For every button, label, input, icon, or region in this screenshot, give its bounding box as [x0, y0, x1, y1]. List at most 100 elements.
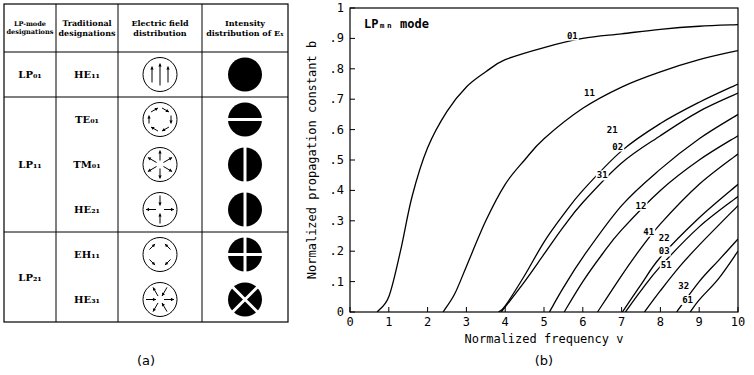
column-head-line: distribution of Eₓ — [206, 28, 284, 38]
intensity-pattern — [228, 148, 262, 182]
intensity-gap — [227, 118, 263, 121]
field-arrow — [149, 259, 155, 265]
fiber-core — [143, 58, 177, 92]
y-tick — [350, 190, 355, 191]
field-arrow — [151, 108, 158, 112]
x-tick — [738, 307, 739, 312]
panel-a: LP-modedesignationsTraditionaldesignatio… — [4, 4, 288, 368]
curve-label: 61 — [682, 295, 693, 305]
y-tick — [350, 251, 355, 252]
intensity-pattern — [228, 58, 262, 92]
plot-frame — [350, 8, 738, 312]
x-tick-label: 9 — [696, 315, 703, 329]
label-patch — [681, 295, 694, 305]
mode-curve — [622, 184, 738, 312]
lp-mode-label: LP₀₁ — [18, 69, 41, 80]
x-tick-label: 8 — [657, 315, 664, 329]
traditional-mode-label: HE₃₁ — [74, 294, 100, 305]
x-tick-label: 1 — [385, 315, 392, 329]
intensity-pattern — [228, 283, 262, 317]
fiber-core — [143, 238, 177, 272]
fiber-core — [143, 103, 177, 137]
field-arrow — [165, 244, 171, 250]
field-arrow — [163, 167, 172, 172]
arrow-head — [151, 127, 154, 130]
mode-curve — [443, 51, 738, 312]
arrow-head — [158, 64, 161, 67]
arrow-head — [169, 169, 172, 172]
x-tick — [699, 307, 700, 312]
field-arrow — [148, 158, 157, 163]
intensity-gap — [232, 287, 258, 313]
label-patch — [635, 201, 648, 211]
field-distribution — [143, 238, 177, 272]
lp-mode-label: LP₁₁ — [18, 159, 41, 170]
arrow-head — [148, 158, 151, 161]
column-head-line: Traditional — [62, 19, 111, 28]
x-tick-label: 2 — [424, 315, 431, 329]
group-rule — [4, 97, 288, 98]
x-tick — [621, 307, 622, 312]
field-arrow — [160, 64, 161, 86]
y-tick-label: .3 — [330, 214, 344, 228]
intensity-gap — [232, 287, 258, 313]
arrow-head — [158, 175, 161, 178]
field-arrow — [162, 127, 169, 131]
fiber-core — [143, 283, 177, 317]
y-tick-label: .1 — [330, 275, 344, 289]
x-axis-title: Normalized frequency v — [465, 332, 624, 346]
field-arrow — [165, 259, 171, 265]
label-patch — [658, 233, 671, 243]
curve-label: 02 — [612, 142, 623, 152]
y-tick-label: .2 — [330, 244, 344, 258]
arrow-head — [150, 67, 153, 70]
column-head-line: designations — [7, 28, 54, 36]
column-head-line: distribution — [133, 28, 187, 38]
arrow-head — [171, 298, 174, 301]
curves — [377, 25, 738, 312]
y-tick-label: 1 — [337, 1, 344, 15]
y-tick — [350, 281, 355, 282]
arrow-head — [158, 214, 161, 217]
x-tick — [388, 307, 389, 312]
y-tick-label: .7 — [330, 92, 344, 106]
arrow-head — [153, 298, 156, 301]
intensity-distribution — [228, 192, 262, 228]
traditional-mode-label: EH₁₁ — [74, 249, 100, 260]
figure: LP-modedesignationsTraditionaldesignatio… — [0, 0, 754, 375]
y-tick-label: .6 — [330, 123, 344, 137]
curve-label: 01 — [567, 31, 578, 41]
y-tick-label: .4 — [330, 183, 344, 197]
arrow-head — [152, 262, 155, 265]
field-arrow — [153, 287, 158, 296]
column-head-line: designations — [59, 29, 116, 38]
arrow-head — [162, 293, 165, 296]
arrow-head — [148, 169, 151, 172]
column-head: LP-modedesignations — [7, 20, 54, 36]
intensity-pattern — [228, 103, 262, 137]
intensity-gap — [244, 192, 247, 228]
arrow-head — [154, 108, 157, 111]
field-arrow — [163, 158, 172, 163]
curve-label: 51 — [661, 260, 672, 270]
arrow-head — [152, 244, 155, 247]
mode-curve — [598, 154, 738, 312]
intensity-pattern — [228, 238, 262, 272]
y-tick-label: .9 — [330, 31, 344, 45]
mode-curve — [499, 84, 738, 312]
mode-curve — [564, 136, 738, 312]
x-tick — [466, 307, 467, 312]
arrow-head — [171, 208, 174, 211]
panel-b: 0123456789100.1.2.3.4.5.6.7.8.91Normaliz… — [305, 1, 745, 368]
table-frame — [4, 4, 288, 322]
x-tick — [544, 307, 545, 312]
field-arrow — [148, 167, 157, 172]
y-axis-title: Normalized propagation constant b — [305, 41, 319, 279]
y-tick-label: 0 — [337, 305, 344, 319]
arrow-head — [158, 151, 161, 154]
curve-label: 32 — [678, 281, 689, 291]
arrow-head — [158, 202, 161, 205]
arrow-head — [146, 208, 149, 211]
fiber-core — [143, 148, 177, 182]
arrow-head — [165, 109, 168, 112]
